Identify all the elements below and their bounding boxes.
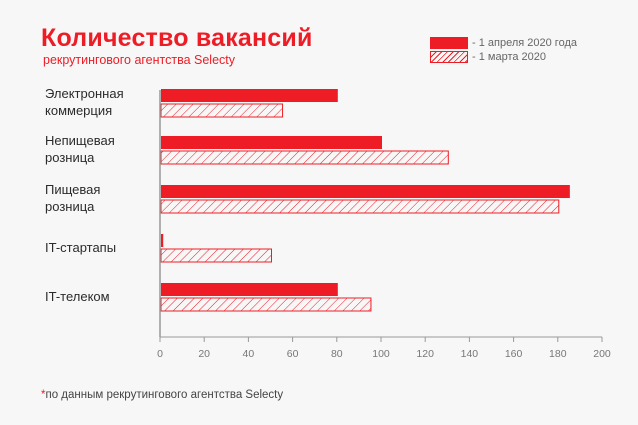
category-label-0: Электронная коммерция [45, 85, 124, 119]
category-label-1: Непищевая розница [45, 132, 115, 166]
category-label-4-line-0: IT-телеком [45, 288, 110, 304]
legend-item-march: - 1 марта 2020 [430, 50, 546, 64]
category-label-1-line-0: Непищевая [45, 133, 115, 148]
category-label-0-line-0: Электронная [45, 86, 124, 101]
legend-label-march: - 1 марта 2020 [472, 51, 547, 63]
bar-april-4 [161, 283, 338, 296]
x-tick-label-7: 140 [461, 348, 479, 360]
bar-march-1 [160, 150, 449, 165]
category-label-4: IT-телеком [45, 288, 110, 305]
legend-swatch-hatched [430, 51, 468, 63]
bar-april-2 [161, 185, 570, 198]
chart-title: Количество вакансий [41, 24, 313, 52]
x-tick-label-8: 160 [505, 348, 523, 360]
x-tick-label-1: 20 [198, 348, 210, 360]
x-tick-label-10: 200 [593, 348, 611, 360]
legend-item-april: - 1 апреля 2020 года [430, 36, 577, 50]
footnote: *по данным рекрутингового агентства Sele… [41, 389, 283, 401]
category-label-3: IT-стартапы [45, 239, 116, 256]
legend-swatch-solid [430, 37, 468, 49]
bar-april-1 [161, 136, 382, 149]
chart-subtitle: рекрутингового агентства Selecty [43, 53, 236, 67]
bar-march-0 [160, 103, 284, 118]
x-tick-label-3: 60 [287, 348, 299, 360]
category-label-0-line-1: коммерция [45, 103, 113, 118]
x-tick-label-2: 40 [243, 348, 255, 360]
category-label-2-line-0: Пищевая [45, 182, 101, 197]
axes-group: 0 20 40 60 80 100 120 140 160 180 200 [157, 90, 611, 360]
bar-march-2 [160, 199, 560, 214]
bar-march-4 [160, 297, 372, 312]
legend-label-april: - 1 апреля 2020 года [472, 37, 577, 49]
footnote-text: по данным рекрутингового агентства Selec… [45, 389, 284, 401]
x-tick-label-4: 80 [331, 348, 343, 360]
bar-april-0 [161, 89, 338, 102]
x-tick-label-5: 100 [372, 348, 390, 360]
footnote-asterisk: * [41, 389, 46, 401]
category-label-2: Пищевая розница [45, 181, 100, 215]
x-tick-label-0: 0 [157, 348, 163, 360]
bars-group [160, 89, 570, 312]
bar-march-3 [160, 248, 272, 263]
x-tick-label-9: 180 [549, 348, 567, 360]
category-label-3-line-0: IT-стартапы [45, 239, 117, 255]
x-tick-label-6: 120 [416, 348, 434, 360]
bar-april-3 [161, 234, 164, 247]
category-label-1-line-1: розница [45, 150, 95, 165]
category-label-2-line-1: розница [45, 199, 95, 214]
